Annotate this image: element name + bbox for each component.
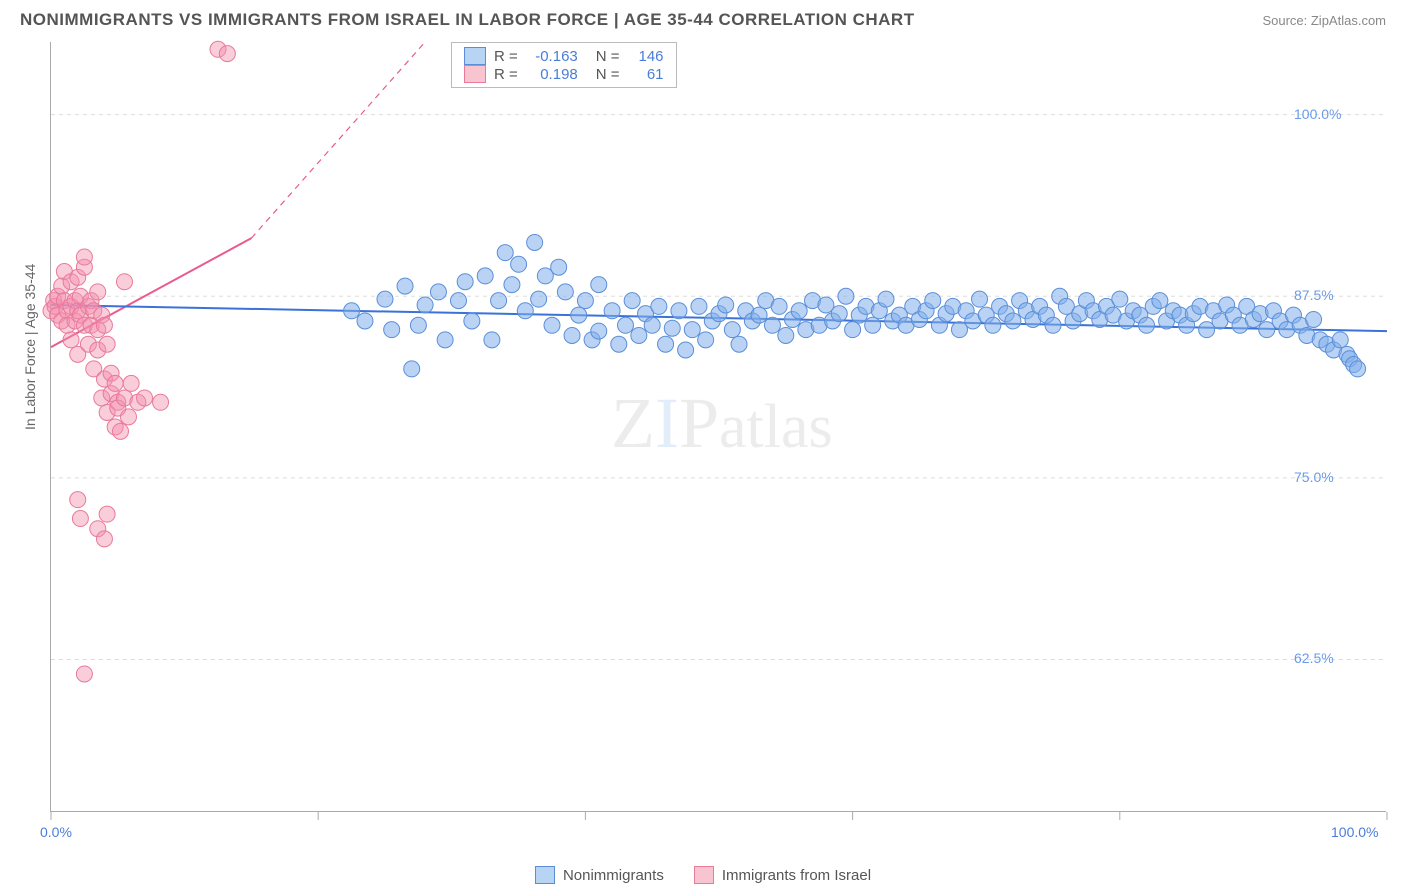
- plot-area: ZIPatlas R = -0.163 N = 146 R = 0.198 N …: [50, 42, 1386, 812]
- title-bar: NONIMMIGRANTS VS IMMIGRANTS FROM ISRAEL …: [0, 0, 1406, 38]
- stats-row-pink: R = 0.198 N = 61: [464, 65, 664, 83]
- source-label: Source: ZipAtlas.com: [1262, 13, 1386, 28]
- legend-swatch-blue: [535, 866, 555, 884]
- x-tick-label-left: 0.0%: [40, 824, 72, 840]
- stats-row-blue: R = -0.163 N = 146: [464, 47, 664, 65]
- y-tick-label: 87.5%: [1294, 287, 1334, 303]
- y-axis-label: In Labor Force | Age 35-44: [22, 264, 38, 430]
- y-tick-label: 62.5%: [1294, 650, 1334, 666]
- legend-swatch-pink: [694, 866, 714, 884]
- y-tick-label: 100.0%: [1294, 106, 1341, 122]
- stats-box: R = -0.163 N = 146 R = 0.198 N = 61: [451, 42, 677, 88]
- y-tick-label: 75.0%: [1294, 469, 1334, 485]
- bottom-legend: Nonimmigrants Immigrants from Israel: [0, 866, 1406, 884]
- legend-item-nonimmigrants: Nonimmigrants: [535, 866, 664, 884]
- chart-title: NONIMMIGRANTS VS IMMIGRANTS FROM ISRAEL …: [20, 10, 915, 30]
- legend-label-blue: Nonimmigrants: [563, 867, 664, 884]
- stats-swatch-pink: [464, 65, 486, 83]
- legend-label-pink: Immigrants from Israel: [722, 867, 871, 884]
- stats-swatch-blue: [464, 47, 486, 65]
- chart-container: NONIMMIGRANTS VS IMMIGRANTS FROM ISRAEL …: [0, 0, 1406, 892]
- x-tick-label-right: 100.0%: [1331, 824, 1378, 840]
- legend-item-immigrants: Immigrants from Israel: [694, 866, 871, 884]
- plot-svg: [51, 42, 1387, 812]
